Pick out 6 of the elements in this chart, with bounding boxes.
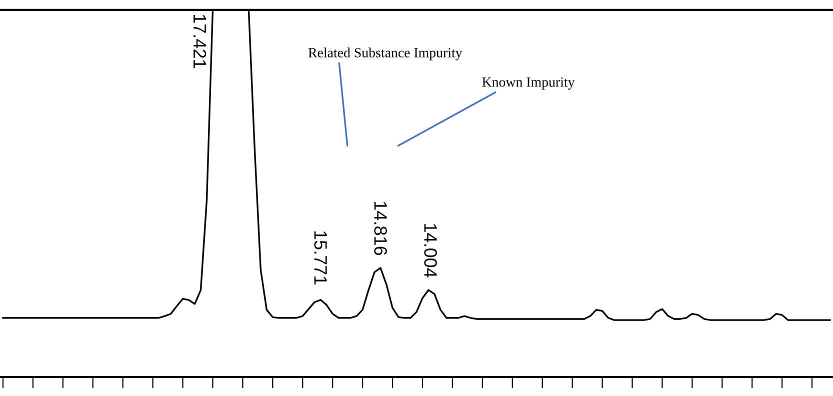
annotation: 14.004 [424, 224, 437, 278]
annotation: Known Impurity [482, 77, 575, 90]
annotation: 17.421 [194, 14, 206, 68]
annotation: Related Substance Impurity [308, 48, 462, 60]
annotation: 14.816 [374, 202, 387, 256]
annotation: 15.771 [314, 231, 327, 284]
